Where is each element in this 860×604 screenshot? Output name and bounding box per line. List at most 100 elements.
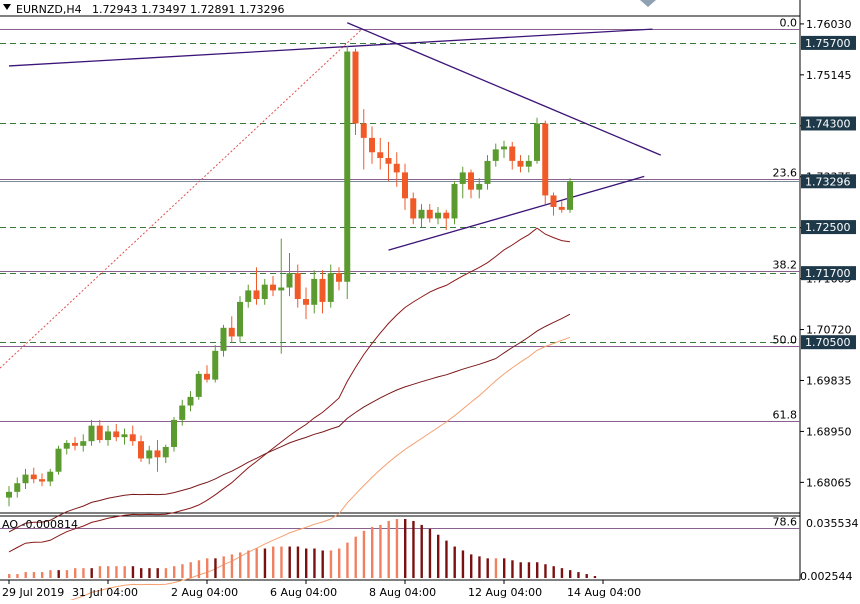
- candle-body: [443, 212, 450, 219]
- ao-bar: [486, 558, 489, 578]
- candle-body: [204, 373, 210, 380]
- ao-bar: [503, 558, 506, 578]
- candle: [154, 440, 161, 472]
- ao-bar: [321, 550, 324, 578]
- candle-body: [517, 160, 524, 167]
- ao-bar: [255, 548, 258, 578]
- candle-body: [558, 206, 565, 210]
- candle: [542, 120, 549, 205]
- candle: [303, 287, 309, 320]
- candle-body: [418, 209, 425, 219]
- level-price-tag: 1.71700: [805, 267, 851, 280]
- ao-bar: [263, 548, 267, 578]
- candle-body: [501, 146, 507, 150]
- candle: [550, 192, 557, 216]
- ao-bar: [107, 566, 110, 578]
- candle: [6, 486, 12, 507]
- ao-bar: [313, 548, 316, 578]
- price-tick-label: 1.75145: [806, 69, 852, 82]
- candle-body: [80, 441, 87, 446]
- candle-body: [121, 434, 128, 438]
- ao-bar: [478, 556, 481, 578]
- fib-level-label: 50.0: [773, 334, 798, 347]
- candle-body: [567, 181, 573, 210]
- ao-bar: [90, 568, 93, 578]
- ao-bar: [288, 546, 291, 578]
- candle-body: [278, 287, 285, 291]
- fib-level-label: 38.2: [773, 259, 798, 272]
- candle: [129, 425, 136, 446]
- candle-body: [179, 405, 186, 420]
- ao-bar: [338, 548, 341, 578]
- candle-body: [261, 284, 268, 300]
- ao-bar: [412, 520, 415, 578]
- current-price-tag: 1.73296: [805, 175, 851, 188]
- candle: [204, 365, 210, 383]
- candle: [55, 445, 62, 475]
- ao-bar: [453, 546, 456, 578]
- ao-bar: [197, 560, 201, 578]
- ao-bar: [511, 560, 514, 578]
- candle: [121, 428, 128, 445]
- level-price-tag-bg: [801, 35, 856, 50]
- ao-axis: 0.035534 0.002544: [800, 517, 859, 583]
- ao-bar: [131, 566, 135, 578]
- collapse-triangle-icon[interactable]: [3, 4, 11, 10]
- candle-body: [146, 450, 153, 459]
- ao-bar: [98, 566, 102, 578]
- candle-body: [385, 158, 392, 164]
- candle: [88, 419, 95, 446]
- candle: [96, 419, 103, 443]
- ao-bar: [164, 568, 168, 578]
- ao-bar: [494, 558, 498, 578]
- candle-body: [294, 273, 301, 300]
- time-tick-label: 6 Aug 04:00: [270, 586, 337, 599]
- fibonacci-retracement: 0.0 23.6 38.2 50.0 61.8 78.6: [0, 17, 800, 529]
- chart-shift-marker-icon[interactable]: [640, 0, 656, 7]
- candle-body: [550, 195, 557, 207]
- moving-average-fast: [8, 227, 571, 553]
- candle: [146, 445, 153, 465]
- ao-tick-label: 0.002544: [800, 570, 853, 583]
- ao-bar: [387, 520, 390, 578]
- candle: [270, 276, 276, 297]
- candle: [47, 468, 54, 487]
- fib-level-label: 23.6: [773, 167, 798, 180]
- price-tick-label: 1.69835: [806, 374, 852, 387]
- ao-bar: [536, 562, 539, 578]
- candle: [253, 267, 260, 305]
- trendlines: [8, 22, 662, 251]
- candle: [468, 169, 474, 199]
- candle: [459, 166, 466, 199]
- ao-bar: [214, 558, 217, 578]
- candle-body: [138, 441, 144, 459]
- ao-bar: [552, 566, 555, 578]
- candle-body: [14, 483, 21, 492]
- ao-bar: [560, 568, 564, 578]
- candle: [294, 264, 301, 308]
- candle: [443, 209, 450, 230]
- moving-averages: [8, 227, 571, 604]
- candle: [72, 437, 78, 451]
- candle: [451, 181, 458, 225]
- level-price-tag: 1.70500: [805, 336, 851, 349]
- ao-indicator-label: AO -0.000814: [2, 518, 78, 531]
- candle: [311, 270, 318, 314]
- time-tick-label: 8 Aug 04:00: [369, 586, 436, 599]
- candle-body: [484, 160, 491, 184]
- symbol-label: EURNZD,H4: [16, 3, 82, 16]
- candle-body: [435, 212, 441, 219]
- candle-body: [336, 273, 342, 282]
- ao-bar: [354, 536, 357, 578]
- fib-level-label: 0.0: [780, 17, 798, 30]
- candle-body: [187, 396, 194, 406]
- ao-bar: [527, 562, 531, 578]
- ao-bar: [49, 570, 52, 578]
- ao-bar: [470, 554, 473, 578]
- candle-body: [468, 172, 474, 190]
- ao-bar: [57, 570, 60, 578]
- ao-bar: [577, 572, 580, 578]
- candle-body: [476, 183, 483, 190]
